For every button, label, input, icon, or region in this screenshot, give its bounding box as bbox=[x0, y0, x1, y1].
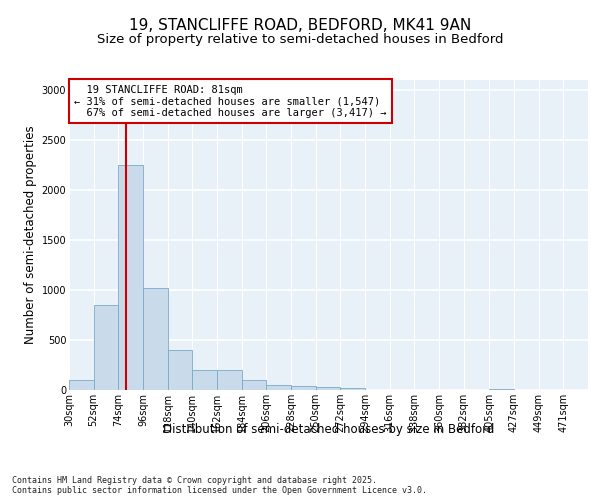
Text: 19 STANCLIFFE ROAD: 81sqm
← 31% of semi-detached houses are smaller (1,547)
  67: 19 STANCLIFFE ROAD: 81sqm ← 31% of semi-… bbox=[74, 84, 386, 118]
Text: Distribution of semi-detached houses by size in Bedford: Distribution of semi-detached houses by … bbox=[163, 422, 494, 436]
Bar bbox=[340, 388, 365, 390]
Text: Contains HM Land Registry data © Crown copyright and database right 2025.
Contai: Contains HM Land Registry data © Crown c… bbox=[12, 476, 427, 495]
Y-axis label: Number of semi-detached properties: Number of semi-detached properties bbox=[25, 126, 37, 344]
Bar bbox=[217, 370, 242, 390]
Bar bbox=[167, 350, 193, 390]
Bar bbox=[316, 387, 340, 390]
Text: 19, STANCLIFFE ROAD, BEDFORD, MK41 9AN: 19, STANCLIFFE ROAD, BEDFORD, MK41 9AN bbox=[129, 18, 471, 32]
Bar bbox=[69, 380, 94, 390]
Bar bbox=[193, 370, 217, 390]
Bar bbox=[143, 288, 167, 390]
Bar bbox=[291, 386, 316, 390]
Bar bbox=[94, 305, 118, 390]
Bar bbox=[242, 380, 266, 390]
Bar bbox=[118, 165, 143, 390]
Bar bbox=[490, 388, 514, 390]
Bar bbox=[266, 384, 291, 390]
Text: Size of property relative to semi-detached houses in Bedford: Size of property relative to semi-detach… bbox=[97, 32, 503, 46]
